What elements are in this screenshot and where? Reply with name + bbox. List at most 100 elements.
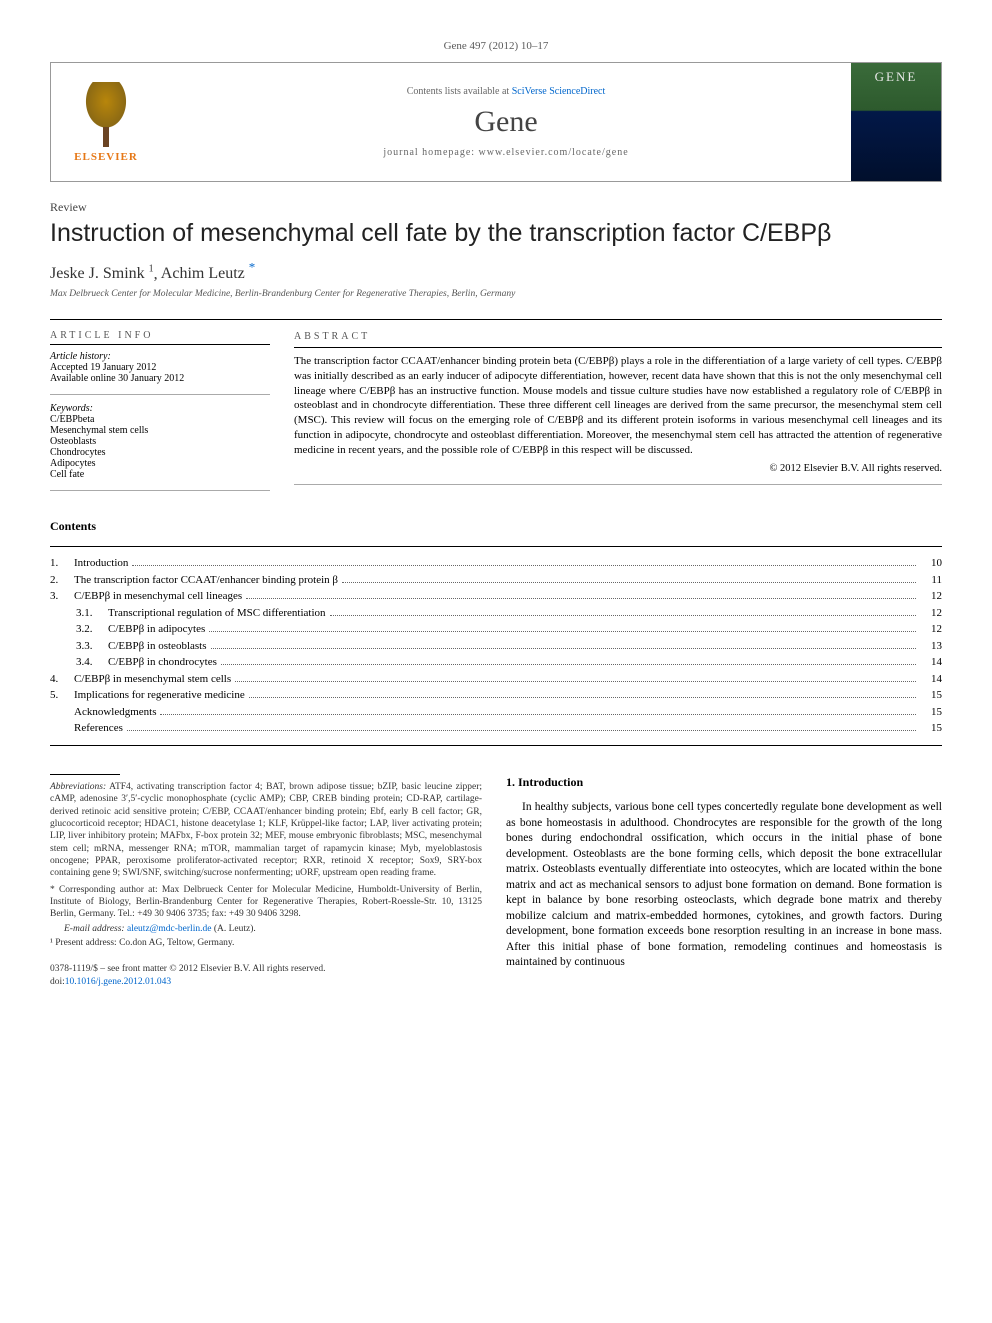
toc-page: 12 [920, 605, 942, 622]
article-type: Review [50, 200, 942, 215]
keyword: C/EBPbeta [50, 414, 270, 425]
info-divider-2 [50, 490, 270, 491]
toc-dots [127, 730, 916, 731]
toc-row[interactable]: 4.C/EBPβ in mesenchymal stem cells 14 [50, 671, 942, 688]
toc-dots [132, 565, 916, 566]
footnote-rule [50, 774, 120, 775]
toc-label: Acknowledgments [74, 704, 156, 721]
keyword: Adipocytes [50, 458, 270, 469]
toc-label: Implications for regenerative medicine [74, 687, 245, 704]
keyword: Mesenchymal stem cells [50, 425, 270, 436]
toc-label: Transcriptional regulation of MSC differ… [108, 605, 326, 622]
toc-label: C/EBPβ in chondrocytes [108, 654, 217, 671]
keyword: Chondrocytes [50, 447, 270, 458]
article-history: Article history: Accepted 19 January 201… [50, 351, 270, 384]
keyword: Osteoblasts [50, 436, 270, 447]
abstract-divider [294, 484, 942, 485]
abbreviations-block: Abbreviations: ATF4, activating transcri… [50, 781, 482, 880]
toc-page: 11 [920, 572, 942, 589]
toc-dots [246, 598, 916, 599]
toc-page: 12 [920, 588, 942, 605]
toc-row[interactable]: 3.1.Transcriptional regulation of MSC di… [50, 605, 942, 622]
info-abstract-row: article info Article history: Accepted 1… [50, 319, 942, 499]
toc-page: 15 [920, 704, 942, 721]
toc-row[interactable]: 3.2.C/EBPβ in adipocytes12 [50, 621, 942, 638]
footer-block: 0378-1119/$ – see front matter © 2012 El… [50, 963, 482, 988]
toc-dots [211, 648, 917, 649]
elsevier-tree-icon [71, 82, 141, 147]
toc-label: Introduction [74, 555, 128, 572]
toc-label: The transcription factor CCAAT/enhancer … [74, 572, 338, 589]
introduction-head: 1. Introduction [506, 774, 942, 790]
present-label: ¹ Present address: [50, 938, 117, 948]
authors-line: Jeske J. Smink 1, Achim Leutz * [50, 260, 942, 283]
sciverse-link[interactable]: SciVerse ScienceDirect [512, 86, 606, 97]
toc-number: 3. [50, 588, 74, 605]
toc-number: 5. [50, 687, 74, 704]
toc-dots [342, 582, 916, 583]
article-info-column: article info Article history: Accepted 1… [50, 330, 270, 499]
corresponding-star-icon[interactable]: * [249, 260, 256, 275]
toc-page: 10 [920, 555, 942, 572]
toc-page: 15 [920, 720, 942, 737]
journal-name: Gene [161, 105, 851, 139]
accepted-date: Accepted 19 January 2012 [50, 362, 270, 373]
toc-label: C/EBPβ in osteoblasts [108, 638, 207, 655]
introduction-column: 1. Introduction In healthy subjects, var… [506, 774, 942, 988]
homepage-line: journal homepage: www.elsevier.com/locat… [161, 147, 851, 158]
toc-page: 13 [920, 638, 942, 655]
corr-label: * Corresponding author at: [50, 885, 158, 895]
abstract-copyright: © 2012 Elsevier B.V. All rights reserved… [294, 462, 942, 476]
affiliation: Max Delbrueck Center for Molecular Medic… [50, 289, 942, 299]
toc-row[interactable]: 3.3.C/EBPβ in osteoblasts 13 [50, 638, 942, 655]
toc-dots [249, 697, 916, 698]
footnotes-column: Abbreviations: ATF4, activating transcri… [50, 774, 482, 988]
publisher-logo: ELSEVIER [51, 63, 161, 181]
issn-line: 0378-1119/$ – see front matter © 2012 El… [50, 963, 482, 975]
toc-dots [221, 664, 916, 665]
toc-label: C/EBPβ in adipocytes [108, 621, 205, 638]
online-date: Available online 30 January 2012 [50, 373, 270, 384]
toc-row[interactable]: 5.Implications for regenerative medicine… [50, 687, 942, 704]
toc-row[interactable]: 3.C/EBPβ in mesenchymal cell lineages12 [50, 588, 942, 605]
toc-row[interactable]: 1.Introduction10 [50, 555, 942, 572]
keyword: Cell fate [50, 469, 270, 480]
publisher-name: ELSEVIER [74, 151, 138, 163]
toc-dots [330, 615, 916, 616]
contents-section: Contents 1.Introduction102.The transcrip… [50, 519, 942, 746]
journal-reference: Gene 497 (2012) 10–17 [50, 40, 942, 52]
toc-row[interactable]: References15 [50, 720, 942, 737]
email-suffix: (A. Leutz). [211, 924, 255, 934]
abstract-column: abstract The transcription factor CCAAT/… [294, 330, 942, 499]
author-1: Jeske J. Smink 1 [50, 265, 154, 282]
toc-row[interactable]: 2.The transcription factor CCAAT/enhance… [50, 572, 942, 589]
cover-title: GENE [875, 69, 918, 85]
toc-row[interactable]: 3.4.C/EBPβ in chondrocytes14 [50, 654, 942, 671]
toc-page: 14 [920, 654, 942, 671]
toc-number: 3.2. [76, 621, 108, 638]
toc-number: 3.3. [76, 638, 108, 655]
toc-page: 14 [920, 671, 942, 688]
toc-dots [235, 681, 916, 682]
author-2: Achim Leutz * [161, 265, 255, 282]
toc-label: C/EBPβ in mesenchymal stem cells [74, 671, 231, 688]
bottom-columns: Abbreviations: ATF4, activating transcri… [50, 774, 942, 988]
email-label: E-mail address: [64, 924, 127, 934]
page: Gene 497 (2012) 10–17 ELSEVIER Contents … [0, 0, 992, 1028]
email-line: E-mail address: aleutz@mdc-berlin.de (A.… [50, 923, 482, 935]
email-link[interactable]: aleutz@mdc-berlin.de [127, 924, 211, 934]
contents-available-line: Contents lists available at SciVerse Sci… [161, 86, 851, 97]
journal-header-box: ELSEVIER Contents lists available at Sci… [50, 62, 942, 182]
abbrev-label: Abbreviations: [50, 782, 106, 792]
toc-number: 2. [50, 572, 74, 589]
journal-cover-thumbnail: GENE [851, 63, 941, 181]
toc-dots [209, 631, 916, 632]
doi-link[interactable]: 10.1016/j.gene.2012.01.043 [65, 977, 171, 987]
contents-title: Contents [50, 519, 942, 534]
present-text: Co.don AG, Teltow, Germany. [117, 938, 235, 948]
history-label: Article history: [50, 351, 270, 362]
table-of-contents: 1.Introduction102.The transcription fact… [50, 546, 942, 746]
toc-number: 4. [50, 671, 74, 688]
abstract-head: abstract [294, 330, 942, 348]
toc-row[interactable]: Acknowledgments 15 [50, 704, 942, 721]
